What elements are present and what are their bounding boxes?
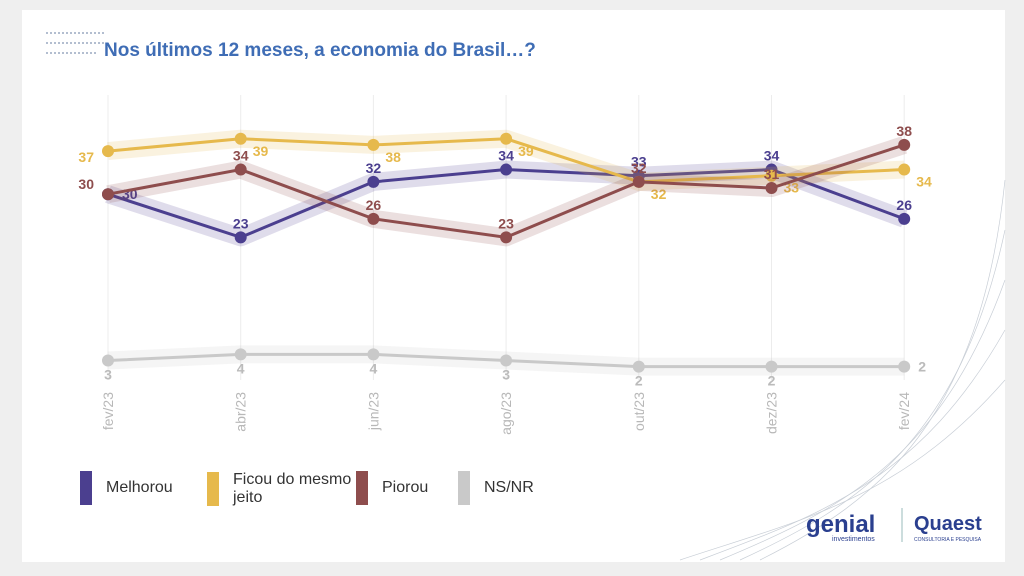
point — [898, 360, 911, 373]
point — [367, 138, 380, 151]
legend-label: Melhorou — [106, 479, 173, 496]
data-label: 34 — [916, 174, 932, 190]
point — [632, 175, 645, 188]
logo-genial-sub: investimentos — [832, 536, 875, 543]
data-label: 32 — [631, 160, 647, 176]
decor-icon — [46, 32, 104, 54]
legend-swatch — [207, 472, 219, 506]
logo-quaest-sub: CONSULTORIA E PESQUISA — [914, 537, 982, 543]
chart-title: Nos últimos 12 meses, a economia do Bras… — [104, 40, 536, 61]
legend-swatch — [356, 471, 368, 505]
data-label: 31 — [764, 166, 780, 182]
legend-swatch — [458, 471, 470, 505]
data-label: 26 — [896, 197, 912, 213]
point — [234, 132, 247, 145]
point — [898, 138, 911, 151]
data-label: 37 — [78, 149, 94, 165]
data-label: 33 — [631, 154, 647, 170]
point — [234, 348, 247, 361]
data-label: 23 — [498, 215, 514, 231]
point — [102, 188, 114, 201]
data-label: 3 — [502, 367, 510, 383]
x-tick-label: fev/23 — [100, 392, 116, 430]
point — [765, 182, 778, 195]
data-label: 4 — [237, 360, 245, 376]
point — [898, 163, 911, 176]
data-label: 39 — [518, 143, 534, 159]
data-label: 34 — [233, 148, 249, 164]
logo-genial: genial — [806, 511, 875, 538]
point — [500, 132, 513, 145]
legend-swatch — [80, 471, 92, 505]
x-tick-label: abr/23 — [233, 392, 249, 432]
decor-waves — [679, 179, 1006, 561]
point — [234, 231, 247, 244]
point — [367, 212, 380, 225]
logo-quaest: Quaest — [914, 513, 982, 535]
legend-label: Ficou do mesmo jeito — [233, 471, 352, 506]
point — [765, 360, 778, 373]
slide — [22, 10, 1005, 562]
point — [898, 212, 911, 225]
legend-label: NS/NR — [484, 479, 534, 496]
data-label: 34 — [498, 148, 514, 164]
x-tick-label: jun/23 — [365, 392, 381, 431]
data-label: 3 — [104, 367, 112, 383]
point — [500, 231, 513, 244]
data-label: 34 — [764, 148, 780, 164]
data-label: 39 — [253, 143, 269, 159]
point — [500, 163, 513, 176]
point — [234, 163, 247, 176]
data-label: 2 — [768, 373, 776, 389]
point — [632, 360, 645, 373]
data-label: 2 — [918, 359, 926, 375]
x-tick-label: fev/24 — [896, 392, 912, 430]
point — [765, 169, 778, 182]
data-label: 32 — [366, 160, 382, 176]
x-tick-label: dez/23 — [764, 392, 780, 434]
legend-item: Piorou — [356, 471, 462, 505]
x-tick-label: out/23 — [631, 392, 647, 431]
data-label: 2 — [635, 373, 643, 389]
legend-item: Ficou do mesmo jeito — [207, 471, 363, 507]
data-label: 38 — [385, 149, 401, 165]
point — [367, 175, 380, 188]
legend-item: Melhorou — [80, 471, 216, 505]
point — [102, 145, 114, 158]
x-tick-label: ago/23 — [498, 392, 514, 435]
data-label: 38 — [896, 123, 912, 139]
data-label: 32 — [651, 186, 667, 202]
legend-item: NS/NR — [458, 471, 564, 505]
point — [500, 354, 513, 367]
legend-label: Piorou — [382, 479, 429, 496]
point — [102, 354, 114, 367]
data-label: 30 — [78, 176, 94, 192]
data-label: 4 — [370, 360, 378, 376]
data-label: 26 — [366, 197, 382, 213]
point — [367, 348, 380, 361]
data-label: 23 — [233, 215, 249, 231]
